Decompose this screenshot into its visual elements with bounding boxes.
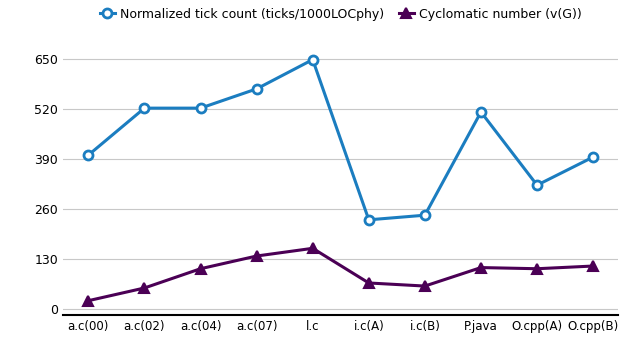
Legend: Normalized tick count (ticks/1000LOCphy), Cyclomatic number (v(G)): Normalized tick count (ticks/1000LOCphy)…	[100, 8, 582, 21]
